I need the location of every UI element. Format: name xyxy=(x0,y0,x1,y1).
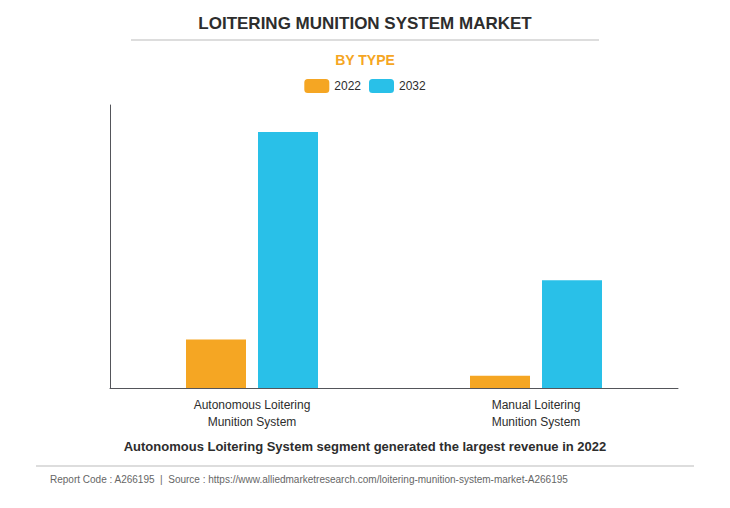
svg-text:Autonomous Loitering System se: Autonomous Loitering System segment gene… xyxy=(124,439,607,454)
svg-text:LOITERING MUNITION SYSTEM MARK: LOITERING MUNITION SYSTEM MARKET xyxy=(198,14,532,33)
svg-text:2032: 2032 xyxy=(399,79,426,93)
svg-text:Munition System: Munition System xyxy=(492,415,581,429)
svg-text:2022: 2022 xyxy=(334,79,361,93)
svg-text:Report Code : A266195 | Sour: Report Code : A266195 | Source : https:/… xyxy=(50,474,568,485)
svg-text:Manual Loitering: Manual Loitering xyxy=(492,398,581,412)
svg-text:BY TYPE: BY TYPE xyxy=(335,52,395,68)
svg-text:Autonomous Loitering: Autonomous Loitering xyxy=(194,398,311,412)
svg-text:Munition System: Munition System xyxy=(208,415,297,429)
